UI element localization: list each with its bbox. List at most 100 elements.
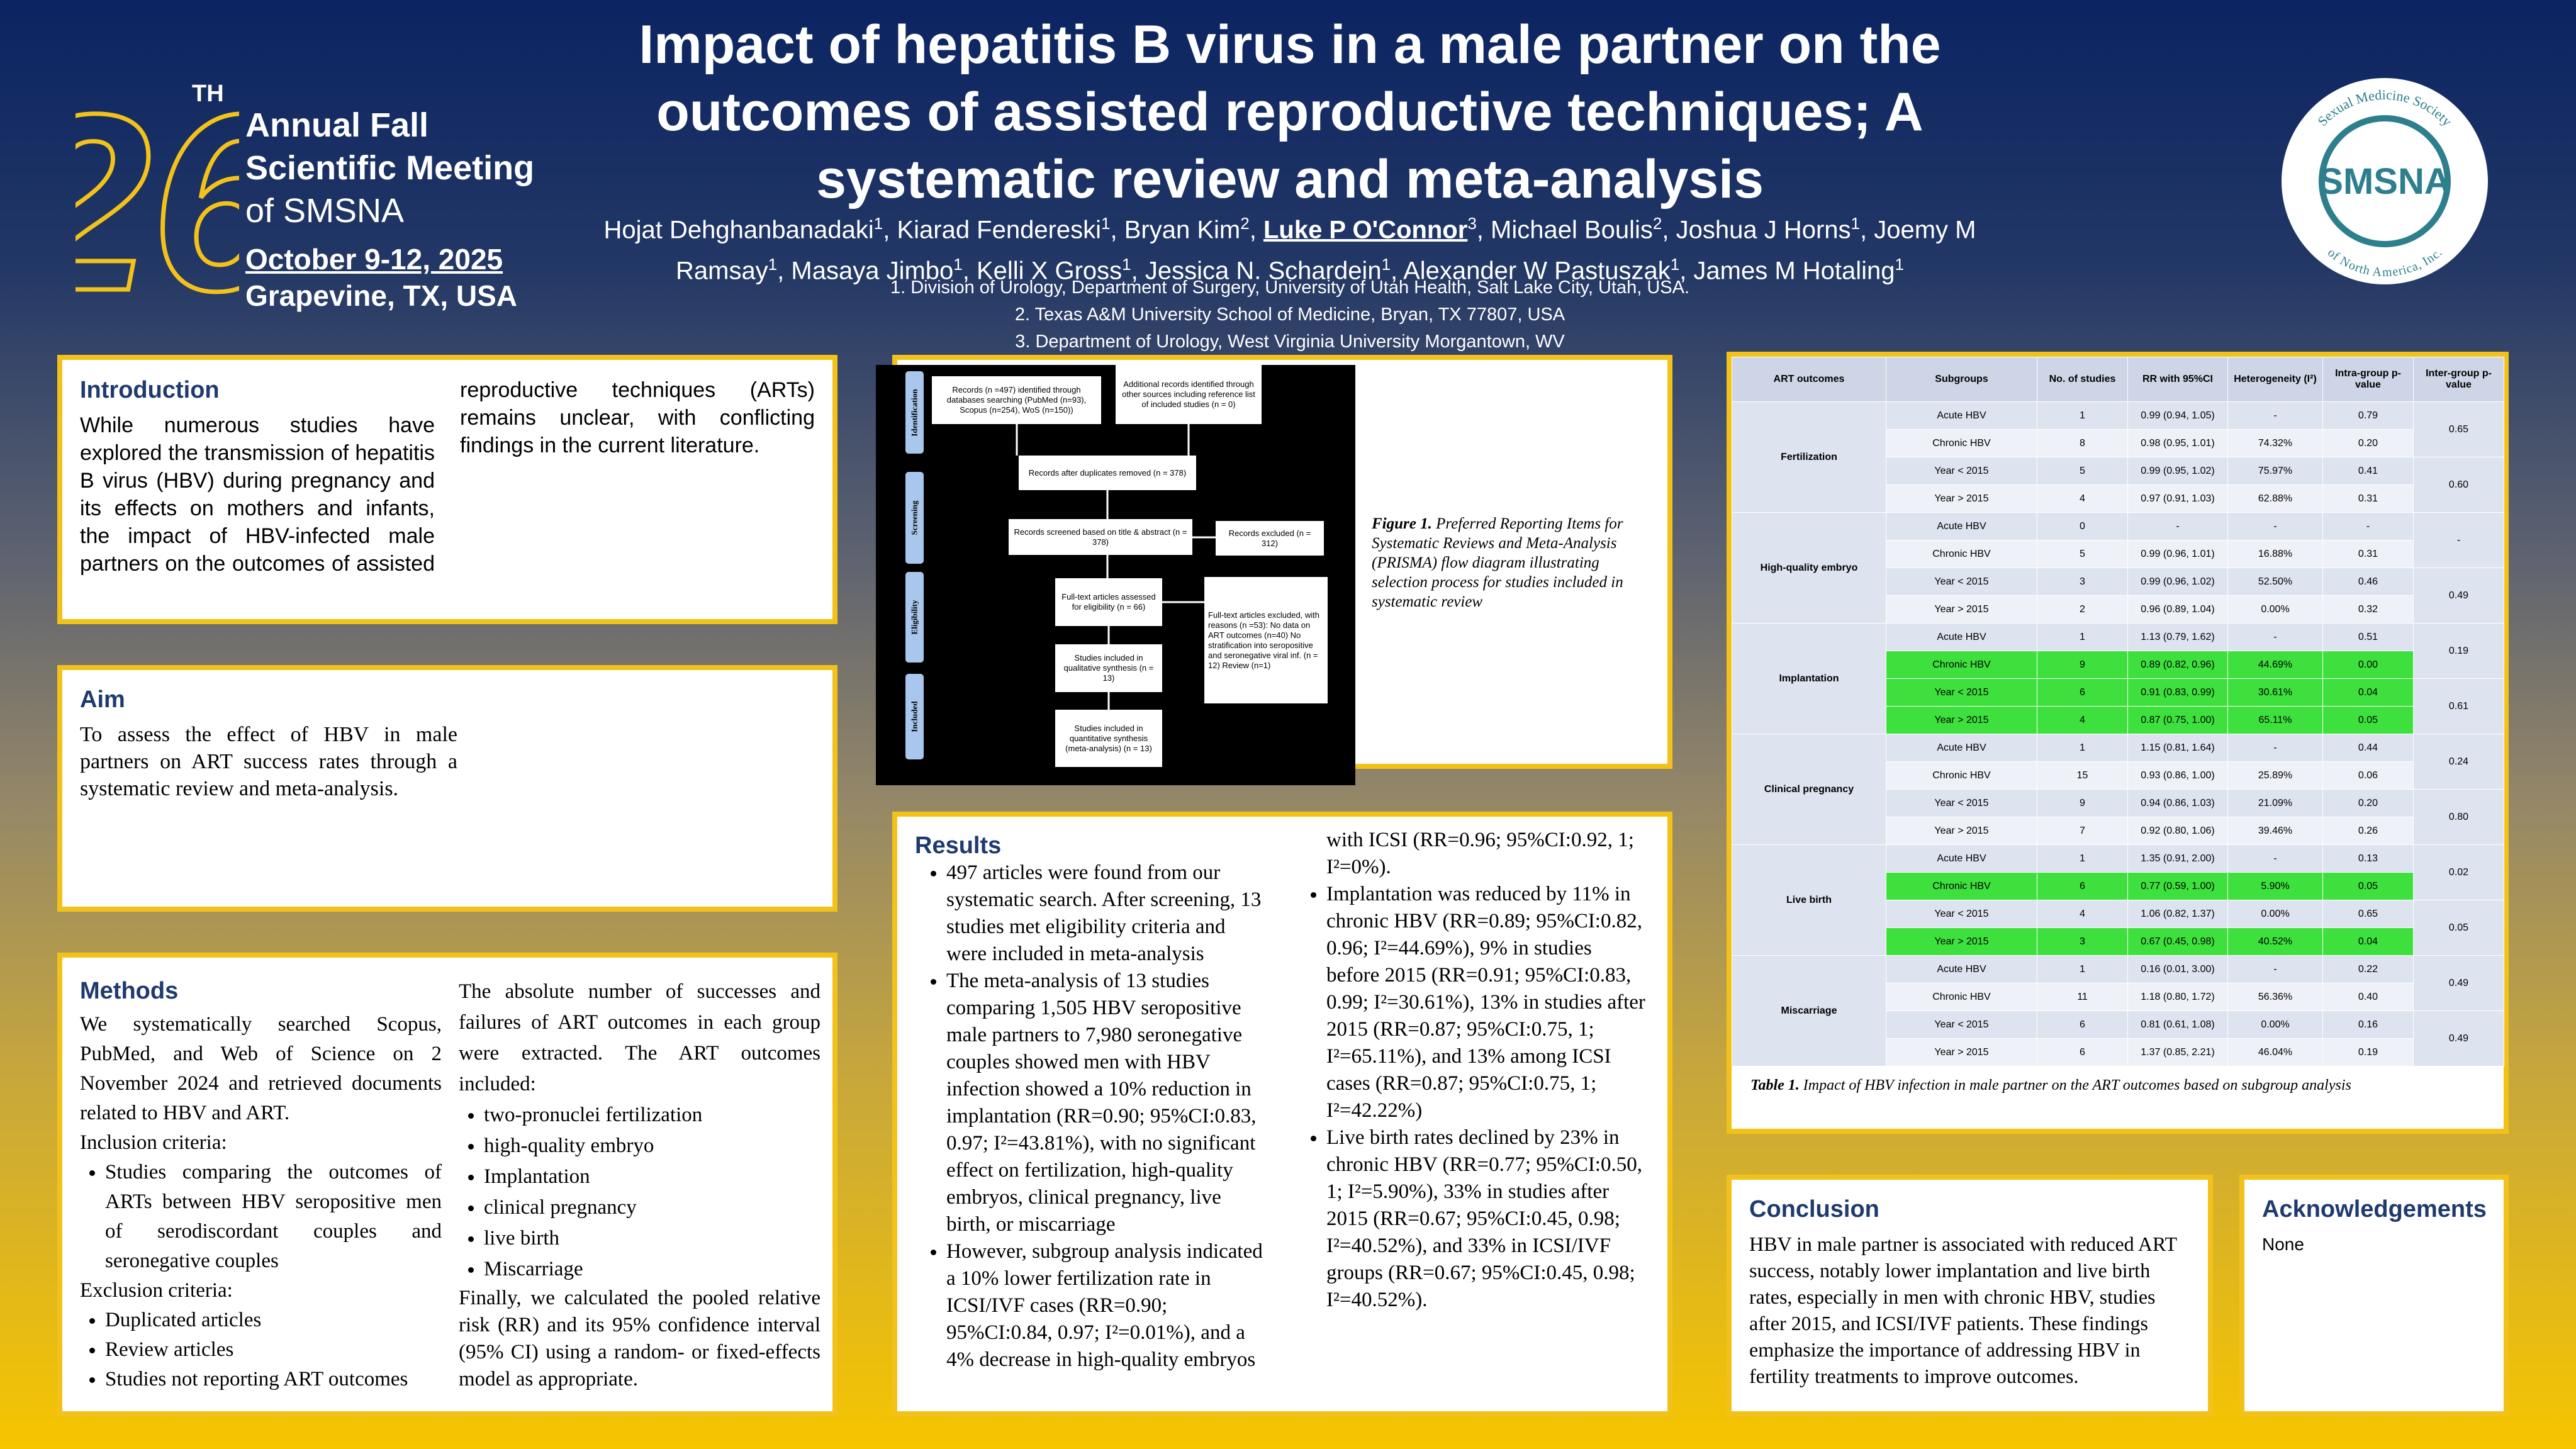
meeting-line: of SMSNA: [245, 192, 405, 230]
table-cell: 0.22: [2322, 955, 2414, 983]
author-name: Masaya Jimbo: [791, 257, 954, 285]
conclusion-panel: Conclusion HBV in male partner is associ…: [1727, 1175, 2213, 1416]
outcome-cell: Fertilization: [1732, 401, 1886, 513]
author-name: Michael Boulis: [1491, 216, 1653, 244]
table-cell: 7: [2037, 817, 2128, 845]
inter-group-cell: 0.49: [2413, 568, 2504, 624]
table-cell: 0.26: [2322, 817, 2414, 845]
logo-disc: [2282, 78, 2488, 284]
table-cell: 46.04%: [2227, 1038, 2323, 1066]
table-cell: Chronic HBV: [1886, 872, 2037, 900]
outcome-cell: High-quality embryo: [1732, 512, 1886, 624]
list-item: Review articles: [105, 1335, 442, 1365]
table-cell: Acute HBV: [1886, 734, 2037, 762]
table-cell: Chronic HBV: [1886, 651, 2037, 679]
list-item: live birth: [484, 1223, 820, 1254]
table-row: Chronic HBV 8 0.98 (0.95, 1.01) 74.32% 0.20: [1732, 429, 2504, 457]
meeting-number: 26: [76, 62, 239, 315]
table-cell: -: [2227, 512, 2323, 540]
table-cell: 1.06 (0.82, 1.37): [2127, 900, 2228, 928]
stage-text: Identification: [909, 388, 919, 437]
author-name: Joshua J Horns: [1676, 216, 1851, 244]
table-cell: 0.92 (0.80, 1.06): [2127, 817, 2228, 845]
author-affiliation: 1: [1670, 255, 1680, 274]
author-separator: ,: [1131, 257, 1145, 285]
table-cell: 0.00: [2322, 651, 2414, 679]
table-cell: 1: [2037, 401, 2128, 430]
table-cell: Acute HBV: [1886, 844, 2037, 873]
table-cell: 1: [2037, 844, 2128, 873]
table-cell: 0.40: [2322, 983, 2414, 1011]
table-cell: 0.44: [2322, 734, 2414, 762]
affiliation: 2. Texas A&M University School of Medici…: [1014, 305, 1565, 325]
author-separator: ,: [883, 216, 897, 244]
table-caption: Table 1. Impact of HBV infection in male…: [1750, 1077, 2351, 1094]
author-separator: ,: [1662, 216, 1676, 244]
author-affiliation: 1: [1122, 255, 1131, 274]
table-cell: -: [2227, 955, 2323, 983]
table-cell: Acute HBV: [1886, 623, 2037, 651]
author-separator: ,: [1391, 257, 1404, 285]
inter-group-cell: 0.19: [2413, 623, 2504, 679]
table-cell: 1: [2037, 734, 2128, 762]
caption-text: Preferred Reporting Items for Systematic…: [1372, 515, 1623, 610]
meeting-number-suffix: TH: [192, 81, 224, 107]
flow-box: Records (n =497) identified through data…: [932, 376, 1101, 424]
author-affiliation: 1: [873, 214, 883, 233]
table-cell: Year < 2015: [1886, 457, 2037, 485]
stage-text: Screening: [909, 500, 919, 535]
flow-box: Records excluded (n = 312): [1216, 521, 1324, 556]
table-cell: 1: [2037, 955, 2128, 983]
header-cell: ART outcomes: [1732, 357, 1886, 402]
acknowledgements-panel: Acknowledgements None: [2239, 1175, 2509, 1416]
table-cell: 30.61%: [2227, 678, 2323, 707]
table-cell: 5: [2037, 457, 2128, 485]
table-cell: -: [2227, 844, 2323, 873]
table-cell: 0.81 (0.61, 1.08): [2127, 1010, 2228, 1039]
list-item: Miscarriage: [484, 1254, 820, 1285]
table-cell: 5.90%: [2227, 872, 2323, 900]
affiliation: 3. Department of Urology, West Virginia …: [1015, 332, 1565, 352]
inter-group-cell: 0.02: [2413, 844, 2504, 900]
author-affiliation: 1: [953, 255, 963, 274]
list-item: Duplicated articles: [105, 1306, 442, 1335]
table-cell: 0.06: [2322, 761, 2414, 790]
section-heading: Aim: [80, 686, 125, 713]
prisma-diagram: Identification Screening Eligibility Inc…: [876, 365, 1355, 785]
table-cell: 5: [2037, 540, 2128, 568]
author-affiliation: 2: [1652, 214, 1662, 233]
table-cell: Acute HBV: [1886, 512, 2037, 540]
table-row: Year > 2015 4 0.97 (0.91, 1.03) 62.88% 0.31: [1732, 484, 2504, 513]
author-separator: ,: [777, 257, 792, 285]
table-row: High-quality embryo Acute HBV 0- - - -: [1732, 512, 2504, 624]
author-name: Kiarad Fendereski: [897, 216, 1102, 244]
table-row: Year > 2015 7 0.92 (0.80, 1.06) 39.46% 0.26: [1732, 817, 2504, 845]
table-row: Year < 2015 6 0.81 (0.61, 1.08) 0.00% 0.16 0.…: [1732, 1010, 2504, 1066]
flow-box: Full-text articles assessed for eligibil…: [1055, 578, 1162, 626]
author-name: Hojat Dehghanbanadaki: [603, 216, 874, 244]
table-row: Year < 2015 9 0.94 (0.86, 1.03) 21.09% 0.20 0…: [1732, 789, 2504, 845]
flow-box: Records after duplicates removed (n = 37…: [1019, 456, 1196, 490]
table-cell: 0.99 (0.96, 1.01): [2127, 540, 2228, 568]
table-cell: 0.13: [2322, 844, 2414, 873]
table-row: Fertilization Acute HBV 1 0.99 (0.94, 1.05)…: [1732, 401, 2504, 513]
table-cell: 0.04: [2322, 678, 2414, 707]
table-cell: 11: [2037, 983, 2128, 1011]
section-text: HBV in male partner is associated with r…: [1749, 1233, 2177, 1387]
inter-group-cell: 0.05: [2413, 900, 2504, 956]
table-cell: 3: [2037, 927, 2128, 956]
table-row: Year > 2015 2 0.96 (0.89, 1.04) 0.00% 0.32: [1732, 595, 2504, 624]
meeting-line: Scientific Meeting: [245, 149, 535, 187]
logo-name: SMSNA: [2319, 161, 2450, 202]
table-cell: Chronic HBV: [1886, 983, 2037, 1011]
table-cell: 0.00%: [2227, 900, 2323, 928]
table-cell: 1: [2037, 623, 2128, 651]
table-row: Year > 2015 3 0.67 (0.45, 0.98) 40.52% 0.04: [1732, 927, 2504, 956]
list-item: Implantation: [484, 1161, 820, 1192]
stage-label: Identification: [905, 371, 924, 454]
table-panel: ART outcomes Subgroups No. of studies RR wi…: [1727, 352, 2509, 1134]
table-cell: 21.09%: [2227, 789, 2323, 817]
arrows: [1016, 424, 1216, 710]
caption-text: Impact of HBV infection in male partner …: [1803, 1077, 2351, 1094]
table-cell: 40.52%: [2227, 927, 2323, 956]
